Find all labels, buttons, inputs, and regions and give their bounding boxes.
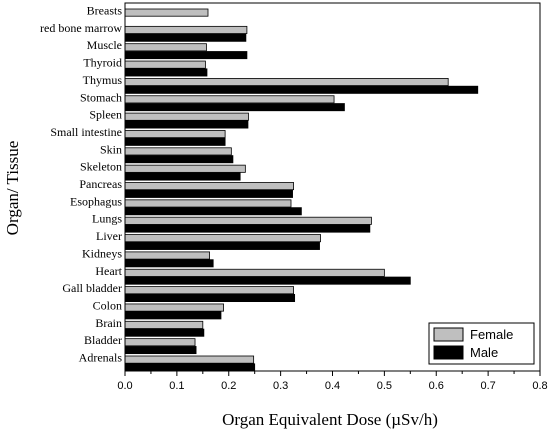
- category-label-liver: Liver: [96, 229, 122, 243]
- bar-female-gall-bladder: [124, 286, 294, 295]
- bars-group: [124, 8, 479, 372]
- bar-male-red-bone-marrow: [124, 33, 247, 42]
- category-label-breasts: Breasts: [87, 4, 123, 18]
- category-label-brain: Brain: [95, 316, 122, 330]
- x-tick-label-2: 0.2: [221, 380, 236, 392]
- bar-male-small-intestine: [124, 137, 226, 146]
- bar-male-liver: [124, 241, 320, 250]
- category-label-gall-bladder: Gall bladder: [62, 281, 122, 295]
- bar-male-gall-bladder: [124, 293, 296, 302]
- category-label-muscle: Muscle: [87, 38, 122, 52]
- category-label-thymus: Thymus: [83, 73, 123, 87]
- legend-swatch-female: [433, 327, 464, 342]
- category-label-adrenals: Adrenals: [79, 351, 123, 365]
- bar-female-breasts: [124, 8, 209, 17]
- bar-female-small-intestine: [124, 130, 226, 139]
- legend-label-male: Male: [470, 345, 498, 360]
- x-tick-label-3: 0.3: [273, 380, 288, 392]
- category-label-esophagus: Esophagus: [70, 194, 122, 208]
- bar-female-spleen: [124, 112, 249, 121]
- legend-swatch-male: [433, 345, 464, 360]
- bar-male-pancreas: [124, 189, 293, 198]
- bar-female-pancreas: [124, 182, 294, 191]
- bar-male-kidneys: [124, 259, 214, 268]
- x-tick-label-6: 0.6: [429, 380, 444, 392]
- bar-male-bladder: [124, 346, 197, 355]
- bar-female-esophagus: [124, 199, 292, 208]
- bar-male-adrenals: [124, 363, 256, 372]
- bar-female-lungs: [124, 216, 372, 225]
- bar-male-esophagus: [124, 207, 302, 216]
- bar-male-muscle: [124, 51, 248, 60]
- category-label-heart: Heart: [95, 264, 122, 278]
- legend: Female Male: [428, 322, 535, 365]
- bar-female-muscle: [124, 43, 207, 52]
- bar-female-adrenals: [124, 355, 255, 364]
- bar-male-stomach: [124, 103, 345, 112]
- bar-female-skeleton: [124, 164, 246, 173]
- bar-male-lungs: [124, 224, 371, 233]
- x-tick-label-4: 0.4: [325, 380, 340, 392]
- bar-male-heart: [124, 276, 411, 285]
- bar-male-thyroid: [124, 68, 208, 77]
- category-label-lungs: Lungs: [92, 212, 122, 226]
- bar-female-red-bone-marrow: [124, 25, 248, 34]
- legend-label-female: Female: [470, 327, 513, 342]
- category-label-small-intestine: Small intestine: [50, 125, 122, 139]
- bar-female-skin: [124, 147, 232, 156]
- bar-male-brain: [124, 328, 205, 337]
- category-label-colon: Colon: [93, 298, 122, 312]
- category-label-spleen: Spleen: [89, 108, 122, 122]
- x-tick-label-1: 0.1: [169, 380, 184, 392]
- x-axis-title: Organ Equivalent Dose (µSv/h): [222, 410, 438, 429]
- x-tick-label-7: 0.7: [480, 380, 495, 392]
- x-tick-label-5: 0.5: [377, 380, 392, 392]
- category-label-skeleton: Skeleton: [80, 160, 122, 174]
- category-label-thyroid: Thyroid: [83, 56, 122, 70]
- bar-female-heart: [124, 268, 385, 277]
- x-ticks-group: 0.0 0.1 0.2 0.3 0.4 0.5 0.6 0.7 0.8: [117, 371, 548, 392]
- category-label-kidneys: Kidneys: [82, 246, 122, 260]
- y-axis-title: Organ/ Tissue: [3, 141, 22, 236]
- bar-female-liver: [124, 234, 321, 243]
- category-label-stomach: Stomach: [80, 90, 122, 104]
- bar-female-colon: [124, 303, 224, 312]
- category-label-pancreas: Pancreas: [79, 177, 122, 191]
- bar-female-bladder: [124, 338, 196, 347]
- bar-male-colon: [124, 311, 222, 320]
- bar-male-spleen: [124, 120, 249, 129]
- category-label-red-bone-marrow: red bone marrow: [40, 21, 122, 35]
- bar-male-thymus: [124, 85, 479, 94]
- bar-male-skin: [124, 155, 234, 164]
- bar-male-skeleton: [124, 172, 241, 181]
- bar-female-thymus: [124, 78, 449, 87]
- x-tick-label-8: 0.8: [532, 380, 547, 392]
- bar-female-brain: [124, 320, 204, 329]
- bar-female-stomach: [124, 95, 335, 104]
- x-tick-label-0: 0.0: [117, 380, 132, 392]
- legend-box: [428, 322, 535, 365]
- bar-female-thyroid: [124, 60, 206, 69]
- category-label-skin: Skin: [100, 142, 122, 156]
- category-labels-group: Breasts red bone marrow Muscle Thyroid Thymu…: [40, 4, 123, 365]
- bar-female-kidneys: [124, 251, 210, 260]
- category-label-bladder: Bladder: [84, 333, 122, 347]
